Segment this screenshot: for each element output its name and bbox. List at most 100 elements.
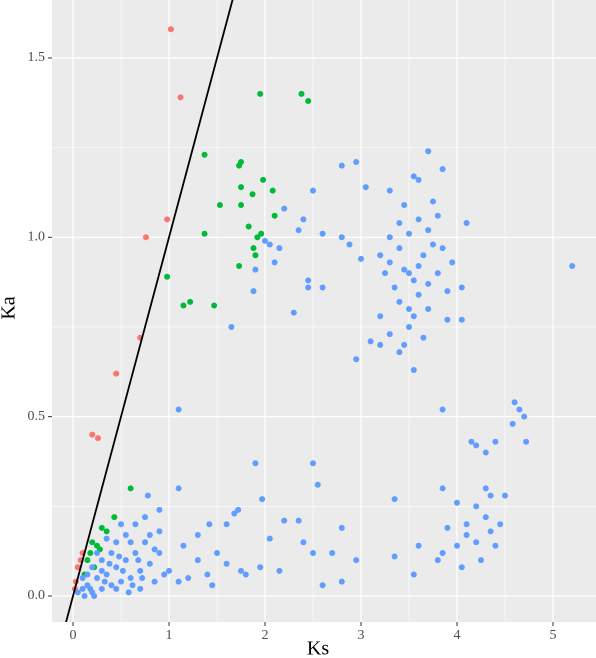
point [166, 567, 173, 574]
point [252, 460, 259, 467]
point [377, 313, 384, 320]
point [156, 528, 163, 535]
point [434, 557, 441, 564]
point [98, 524, 105, 531]
point [305, 277, 312, 284]
point [129, 582, 136, 589]
point [346, 241, 353, 248]
point [310, 460, 317, 467]
y-tick-label: 1.0 [28, 230, 46, 245]
point [98, 585, 105, 592]
point [439, 245, 446, 252]
point [410, 367, 417, 374]
point [439, 549, 446, 556]
point [252, 266, 259, 273]
point [463, 219, 470, 226]
point [410, 571, 417, 578]
point [386, 331, 393, 338]
point [103, 571, 110, 578]
point [319, 230, 326, 237]
point [406, 270, 413, 277]
point [434, 270, 441, 277]
point [487, 528, 494, 535]
point [122, 557, 129, 564]
point [305, 284, 312, 291]
point [177, 94, 184, 101]
point [180, 542, 187, 549]
point [439, 166, 446, 173]
point [516, 406, 523, 413]
point [353, 557, 360, 564]
point [290, 309, 297, 316]
point [391, 496, 398, 503]
point [260, 176, 267, 183]
point [415, 176, 422, 183]
point [98, 557, 105, 564]
point [463, 521, 470, 528]
point [386, 234, 393, 241]
point [257, 564, 264, 571]
point [250, 245, 257, 252]
point [113, 564, 120, 571]
point [118, 578, 125, 585]
point [444, 288, 451, 295]
point [276, 245, 283, 252]
point [434, 212, 441, 219]
point [391, 284, 398, 291]
point [492, 542, 499, 549]
y-tick-label: 0.0 [28, 588, 46, 603]
point [454, 499, 461, 506]
point [463, 532, 470, 539]
point [295, 517, 302, 524]
point [458, 564, 465, 571]
point [201, 230, 208, 237]
point [410, 313, 417, 320]
point [101, 578, 108, 585]
point [175, 406, 182, 413]
point [338, 234, 345, 241]
x-tick-label: 5 [549, 628, 556, 643]
point [238, 202, 245, 209]
point [458, 284, 465, 291]
point [194, 557, 201, 564]
point [314, 481, 321, 488]
point [84, 571, 91, 578]
point [406, 306, 413, 313]
point [127, 485, 134, 492]
point [473, 503, 480, 510]
point [175, 578, 182, 585]
point [249, 191, 256, 198]
y-tick-label: 0.5 [28, 409, 46, 424]
point [94, 435, 101, 442]
point [151, 546, 158, 553]
point [156, 506, 163, 513]
point [209, 582, 216, 589]
point [276, 567, 283, 574]
point [396, 219, 403, 226]
point [137, 567, 144, 574]
point [482, 449, 489, 456]
point [74, 564, 81, 571]
point [300, 539, 307, 546]
point [497, 521, 504, 528]
point [79, 575, 86, 582]
point [430, 241, 437, 248]
point [509, 420, 516, 427]
plot-panel [52, 0, 596, 622]
point [362, 184, 369, 191]
point [281, 205, 288, 212]
point [216, 202, 223, 209]
point [87, 585, 94, 592]
point [569, 263, 576, 270]
x-tick-label: 0 [70, 628, 77, 643]
point [439, 485, 446, 492]
point [401, 202, 408, 209]
point [410, 277, 417, 284]
point [139, 575, 146, 582]
point [439, 406, 446, 413]
point [146, 532, 153, 539]
point [338, 162, 345, 169]
point [156, 549, 163, 556]
point [338, 578, 345, 585]
